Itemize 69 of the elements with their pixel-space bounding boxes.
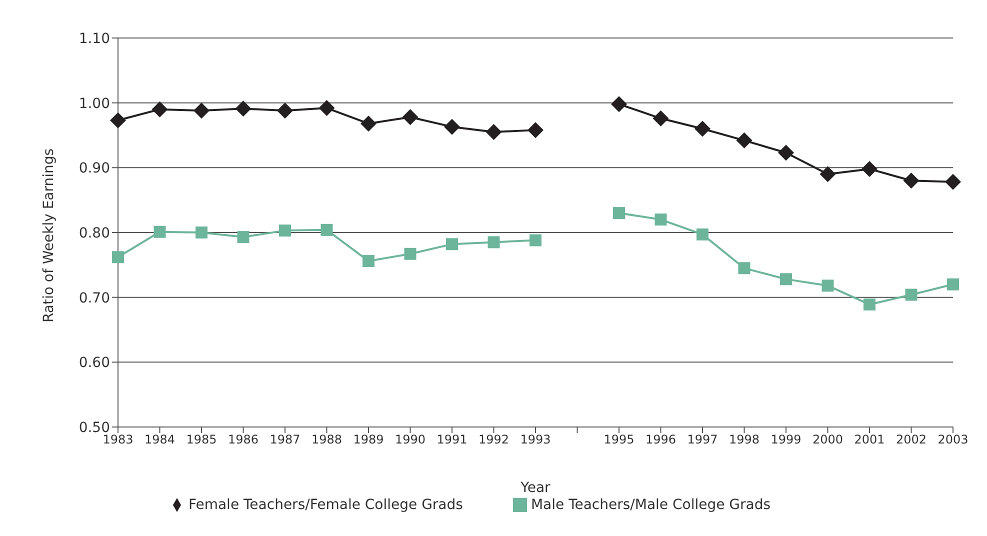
point [318,100,335,116]
y-tick-label: 0.70 [78,290,110,306]
point [905,288,918,301]
point [864,298,876,310]
x-tick-label: 1986 [228,432,259,447]
y-tick-label: 0.60 [78,355,110,372]
x-tick-label: 1984 [144,432,176,447]
y-tick-label: 1.10 [78,30,110,47]
point [738,262,750,274]
point [696,228,708,240]
point [488,236,500,248]
point [154,226,166,238]
y-tick-label: 1.00 [78,96,110,112]
x-tick-label: 1992 [478,432,510,447]
point [530,234,542,246]
point [362,255,374,268]
y-tick-label: 0.90 [78,160,110,177]
point [820,166,836,182]
point [780,273,792,286]
x-tick-label: 1988 [311,432,342,447]
point [945,174,961,190]
x-tick-label: 2000 [812,432,844,447]
point [736,132,752,148]
x-tick-label: 2002 [896,432,927,447]
point [652,110,669,126]
point [486,124,502,140]
point [446,238,458,250]
point [235,100,252,117]
point [279,224,291,237]
x-tick-label: 1993 [520,432,551,447]
point [320,224,333,236]
legend-label: Female Teachers/Female College Grads [188,497,463,513]
x-tick-label: 1996 [645,432,676,447]
point [196,226,208,238]
x-tick-label: 1995 [604,432,634,447]
x-tick-label: 1987 [270,432,300,447]
x-tick-label: 1985 [186,432,217,447]
point [903,172,920,189]
point [402,109,418,126]
point [694,120,710,137]
point [152,101,168,118]
point [528,122,544,138]
x-tick-label: 1997 [687,432,718,447]
point [862,160,878,177]
x-tick-label: 2003 [938,432,968,447]
point [654,214,667,226]
x-tick-label: 2001 [854,432,885,447]
x-axis-title: Year [520,480,551,496]
point [112,251,124,264]
x-tick-label: 1998 [728,432,760,447]
point [237,231,250,244]
point [404,248,416,260]
point [360,116,376,132]
point [110,112,126,128]
point [611,96,627,112]
point [613,207,625,220]
point [194,102,210,119]
x-tick-label: 1999 [770,432,802,447]
x-tick-label: 1989 [353,432,384,447]
point [822,280,834,292]
y-axis-title: Ratio of Weekly Earnings [40,148,57,322]
x-tick-label: 1990 [394,432,426,447]
y-tick-label: 0.80 [78,225,110,242]
point [778,144,794,161]
point [444,118,460,135]
point [277,102,293,119]
x-tick-label: 1991 [436,432,468,447]
point [947,278,959,290]
legend-label: Male Teachers/Male College Grads [530,497,771,513]
